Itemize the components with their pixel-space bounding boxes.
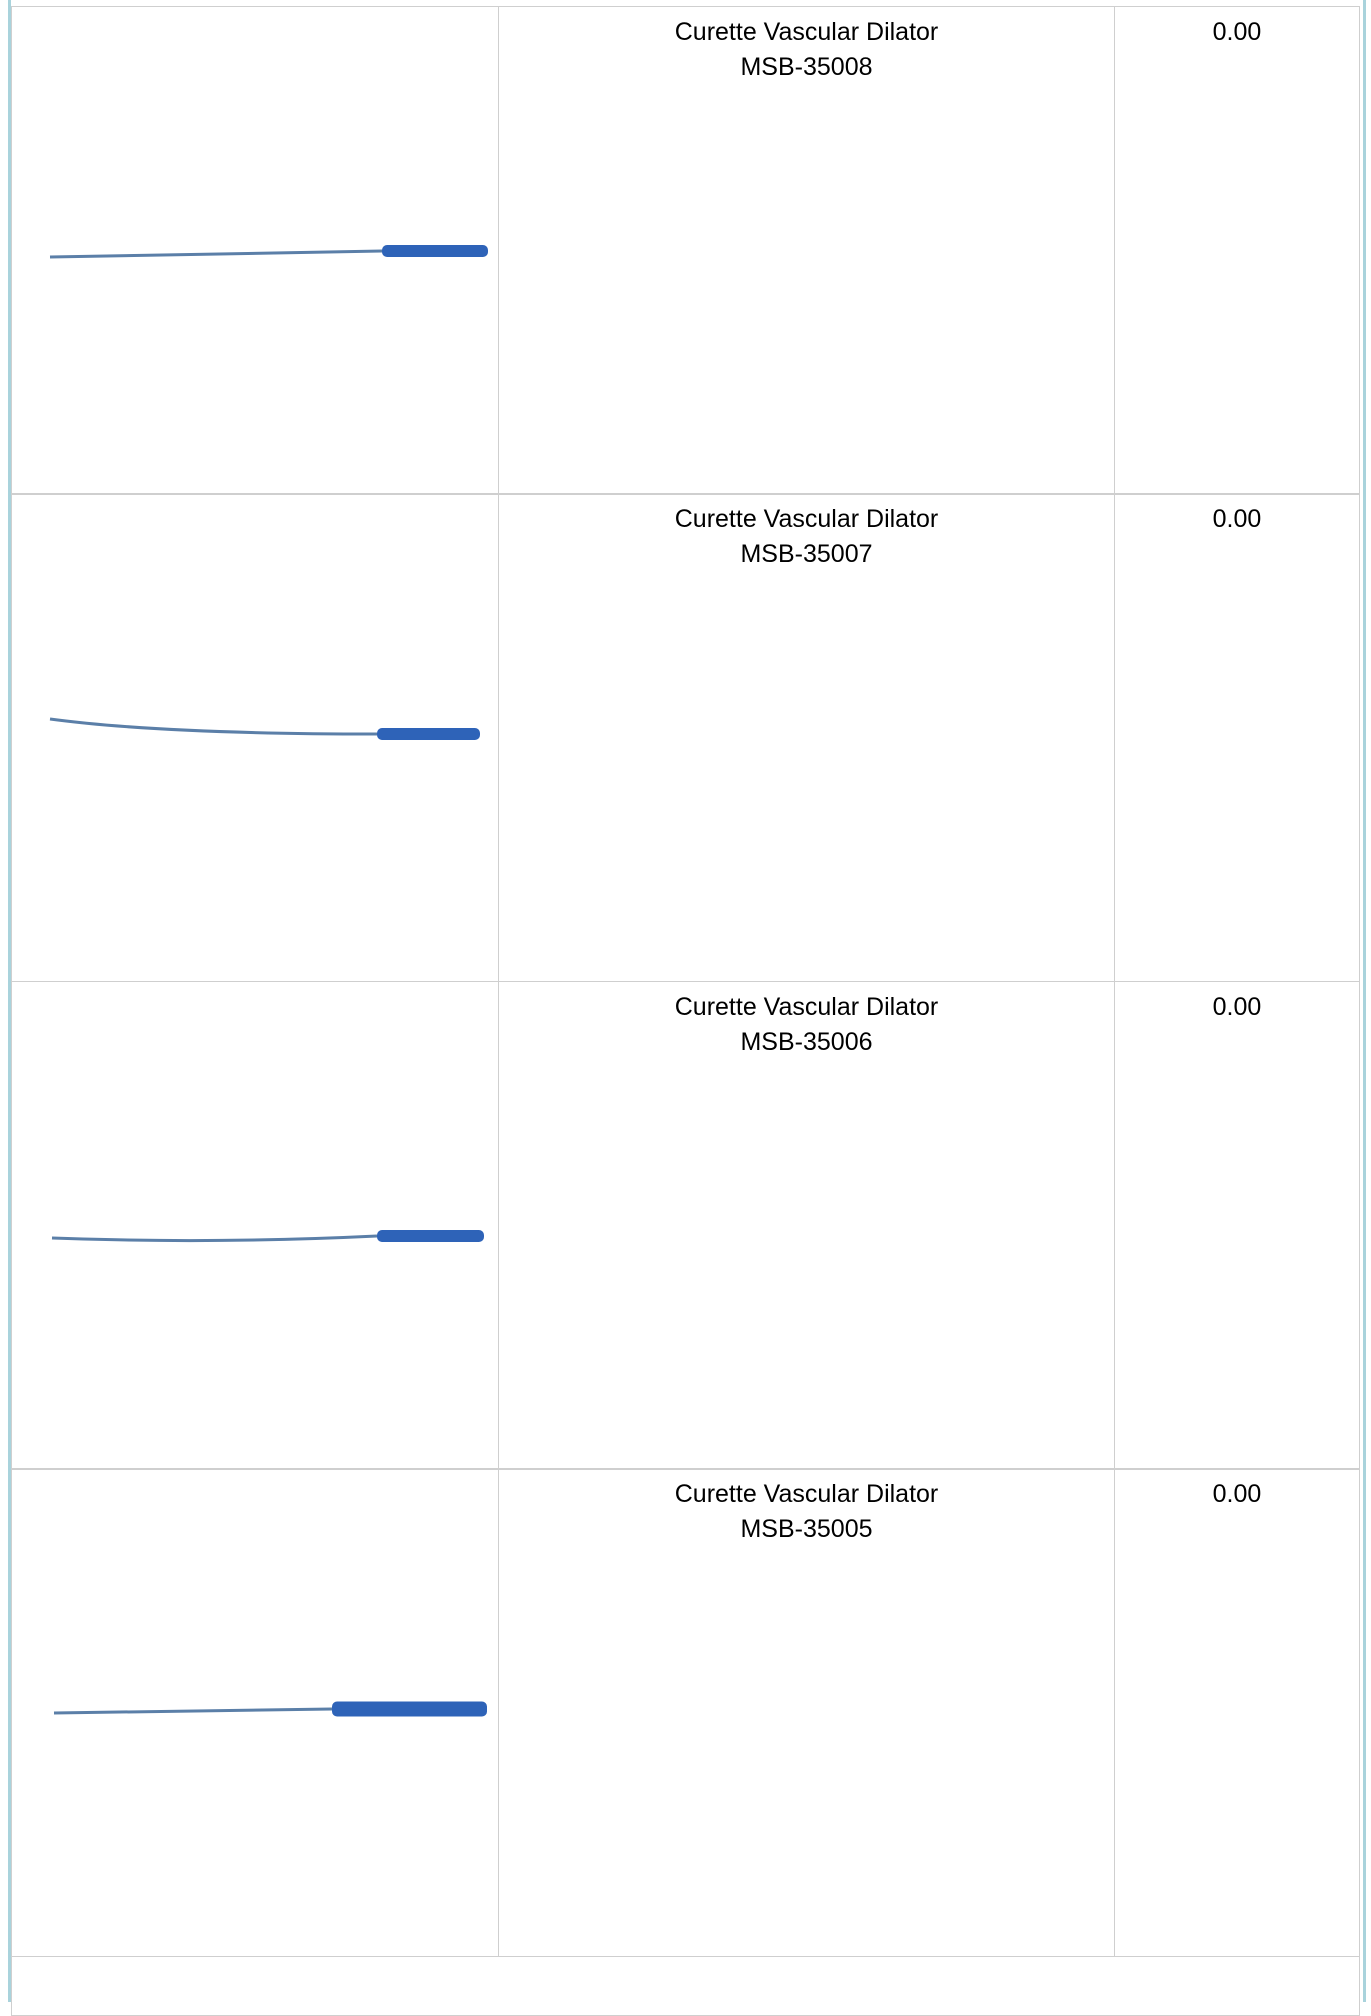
product-price: 0.00 bbox=[1114, 493, 1360, 982]
product-name: Curette Vascular Dilator bbox=[674, 505, 939, 533]
product-image bbox=[11, 6, 499, 495]
product-description: Curette Vascular Dilator MSB-35005 bbox=[498, 1468, 1115, 1957]
empty-row bbox=[11, 1956, 1360, 2016]
price-text: 0.00 bbox=[1212, 505, 1262, 533]
product-code: MSB-35008 bbox=[740, 53, 873, 81]
product-code: MSB-35005 bbox=[740, 1515, 873, 1543]
instrument bbox=[53, 1701, 487, 1717]
product-name: Curette Vascular Dilator bbox=[674, 993, 939, 1021]
frame bbox=[8, 0, 1366, 2002]
instrument bbox=[49, 717, 480, 740]
product-code: MSB-35007 bbox=[740, 540, 873, 568]
product-price: 0.00 bbox=[1114, 6, 1360, 495]
instrument bbox=[51, 1230, 484, 1243]
product-description: Curette Vascular Dilator MSB-35006 bbox=[498, 981, 1115, 1470]
product-price: 0.00 bbox=[1114, 1468, 1360, 1957]
product-image bbox=[11, 981, 499, 1470]
product-price: 0.00 bbox=[1114, 981, 1360, 1470]
product-description: Curette Vascular Dilator MSB-35007 bbox=[498, 493, 1115, 982]
price-text: 0.00 bbox=[1212, 993, 1262, 1021]
product-name: Curette Vascular Dilator bbox=[674, 1480, 939, 1508]
price-text: 0.00 bbox=[1212, 18, 1262, 46]
product-code: MSB-35006 bbox=[740, 1028, 873, 1056]
price-text: 0.00 bbox=[1212, 1480, 1262, 1508]
product-image bbox=[11, 1468, 499, 1957]
product-description: Curette Vascular Dilator MSB-35008 bbox=[498, 6, 1115, 495]
instrument bbox=[49, 245, 488, 259]
product-name: Curette Vascular Dilator bbox=[674, 18, 939, 46]
product-image bbox=[11, 493, 499, 982]
